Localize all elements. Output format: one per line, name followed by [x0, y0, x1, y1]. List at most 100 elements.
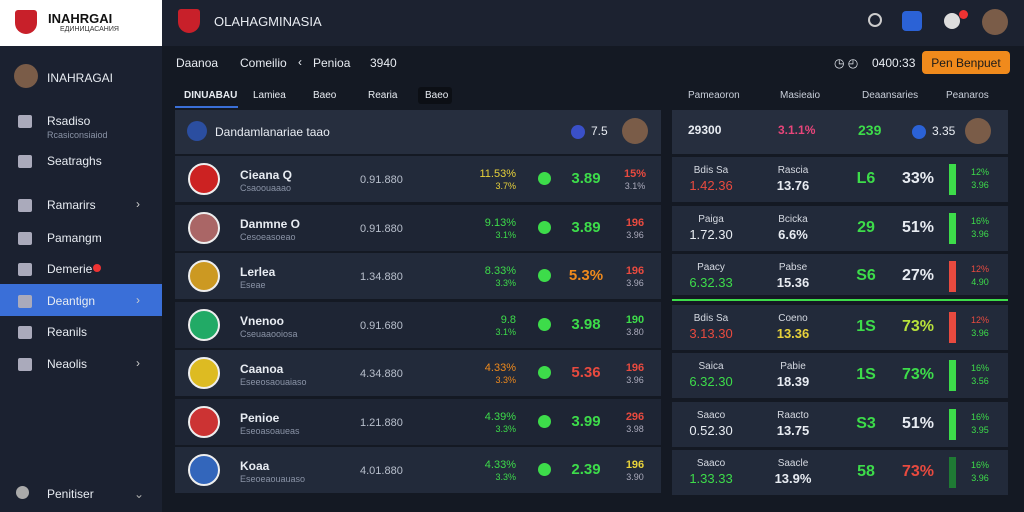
button-label[interactable]: Pen Benpuet [931, 56, 1001, 70]
a-1: Paiga [698, 213, 724, 225]
value: 3.98 [571, 315, 601, 333]
team-sub: Eseoeaouauaso [240, 474, 306, 484]
right-header-row: 29300 3.1.1% 239 3.35 [672, 110, 1008, 154]
nav-label[interactable]: Pamangm [47, 231, 102, 245]
bar [949, 212, 956, 244]
search-icon[interactable] [868, 13, 882, 27]
status-icon [538, 269, 551, 282]
subheader-item[interactable]: Daanoa [176, 56, 219, 70]
subheader-item[interactable]: Comeilio [240, 56, 287, 70]
value: 2.39 [571, 461, 601, 478]
b-1: Coeno [778, 312, 808, 324]
r-1: 16% [970, 460, 989, 470]
brand-subtitle: ЕДИНИЦАСАНИЯ [60, 26, 119, 33]
b-2: 13.36 [776, 325, 810, 341]
row[interactable] [175, 301, 661, 348]
nav-icon [18, 155, 32, 168]
header-b: 3.1.1% [778, 123, 816, 137]
badge [959, 10, 968, 19]
team-logo [188, 211, 220, 244]
nav-label[interactable]: Demerie [47, 262, 93, 276]
status-icon [538, 220, 551, 234]
a-2: 1.33.33 [689, 471, 733, 486]
pct-2: 3.1% [495, 229, 516, 240]
column-header: Masieaio [780, 90, 821, 101]
avatar [965, 118, 991, 144]
team-name: Penioe [240, 410, 280, 425]
clock-icon: ◷ ◴ [834, 56, 859, 70]
tab[interactable]: Baeo [425, 90, 449, 101]
value: 3.89 [571, 218, 601, 236]
tab[interactable]: Rearia [368, 90, 398, 101]
team-logo [188, 260, 220, 292]
row[interactable] [175, 253, 661, 299]
mid-value: 1.21.880 [360, 416, 403, 429]
action-button[interactable] [922, 51, 1010, 74]
nav-icon [18, 326, 32, 339]
a-2: 1.72.30 [689, 226, 733, 242]
r-2: 4.90 [971, 277, 989, 287]
team-sub: Eseae [240, 280, 266, 290]
tab[interactable]: DINUABAU [184, 90, 238, 101]
value: 3.89 [571, 170, 601, 187]
header-c: 239 [858, 122, 882, 138]
bar [949, 457, 956, 488]
nav-label[interactable]: Ramarirs [47, 198, 96, 212]
b-2: 15.36 [776, 275, 810, 290]
nav-label[interactable]: Deantign [47, 294, 96, 308]
nav-label[interactable]: Seatraghs [47, 154, 102, 168]
nav-icon [18, 358, 32, 371]
pct-2: 3.3% [495, 423, 516, 434]
row[interactable] [175, 447, 661, 493]
tab[interactable]: Lamiea [253, 90, 286, 101]
r-2: 3.90 [626, 472, 644, 482]
r-2: 3.80 [626, 326, 644, 337]
r-1: 196 [625, 216, 645, 229]
r-2: 3.1% [624, 181, 646, 191]
user-name: INAHRAGAI [47, 71, 114, 85]
avatar[interactable] [982, 9, 1008, 35]
nav-label[interactable]: Reanils [47, 325, 88, 339]
subheader-item[interactable]: Penioa [313, 56, 351, 70]
r-1: 196 [625, 362, 645, 374]
a-1: Saaco [696, 458, 726, 469]
subheader-item[interactable]: 3940 [370, 56, 397, 70]
doc-icon[interactable] [902, 11, 922, 31]
bar [949, 360, 956, 391]
b-1: Pabie [780, 361, 806, 372]
row[interactable] [175, 156, 661, 202]
pct: 73% [901, 366, 935, 383]
r-1: 16% [970, 215, 989, 226]
r-2: 3.96 [971, 228, 989, 239]
r-1: 12% [970, 264, 989, 274]
tab-active[interactable] [418, 87, 452, 104]
badge [93, 264, 101, 272]
sidebar-footer[interactable]: Penitiser [47, 487, 94, 501]
row[interactable] [175, 204, 661, 251]
bar [949, 164, 956, 195]
a-1: Bdis Sa [693, 312, 729, 324]
team-logo [188, 163, 220, 195]
chevron: › [136, 293, 140, 307]
time: 0400:33 [872, 56, 916, 70]
team-name: Koaa [240, 459, 270, 473]
tab[interactable]: Baeo [313, 90, 337, 101]
a-2: 1.42.36 [689, 178, 733, 193]
value: 3.99 [571, 412, 601, 430]
settings-icon[interactable] [944, 13, 960, 29]
nav-label[interactable]: Neaolis [47, 357, 88, 371]
nav-label[interactable]: Rsadiso [47, 114, 91, 128]
team-logo [188, 357, 220, 389]
row[interactable] [175, 350, 661, 396]
team-logo [187, 121, 207, 141]
number: 29 [857, 218, 875, 236]
pct: 33% [901, 170, 935, 187]
a-1: Saica [698, 361, 724, 372]
brand-title: INAHRGAI [48, 11, 113, 26]
row[interactable] [175, 398, 661, 445]
nav-icon [18, 232, 32, 245]
b-1: Pabse [778, 262, 808, 273]
user-avatar [14, 64, 38, 88]
r-1: 16% [970, 363, 989, 373]
a-1: Saaco [696, 409, 726, 421]
